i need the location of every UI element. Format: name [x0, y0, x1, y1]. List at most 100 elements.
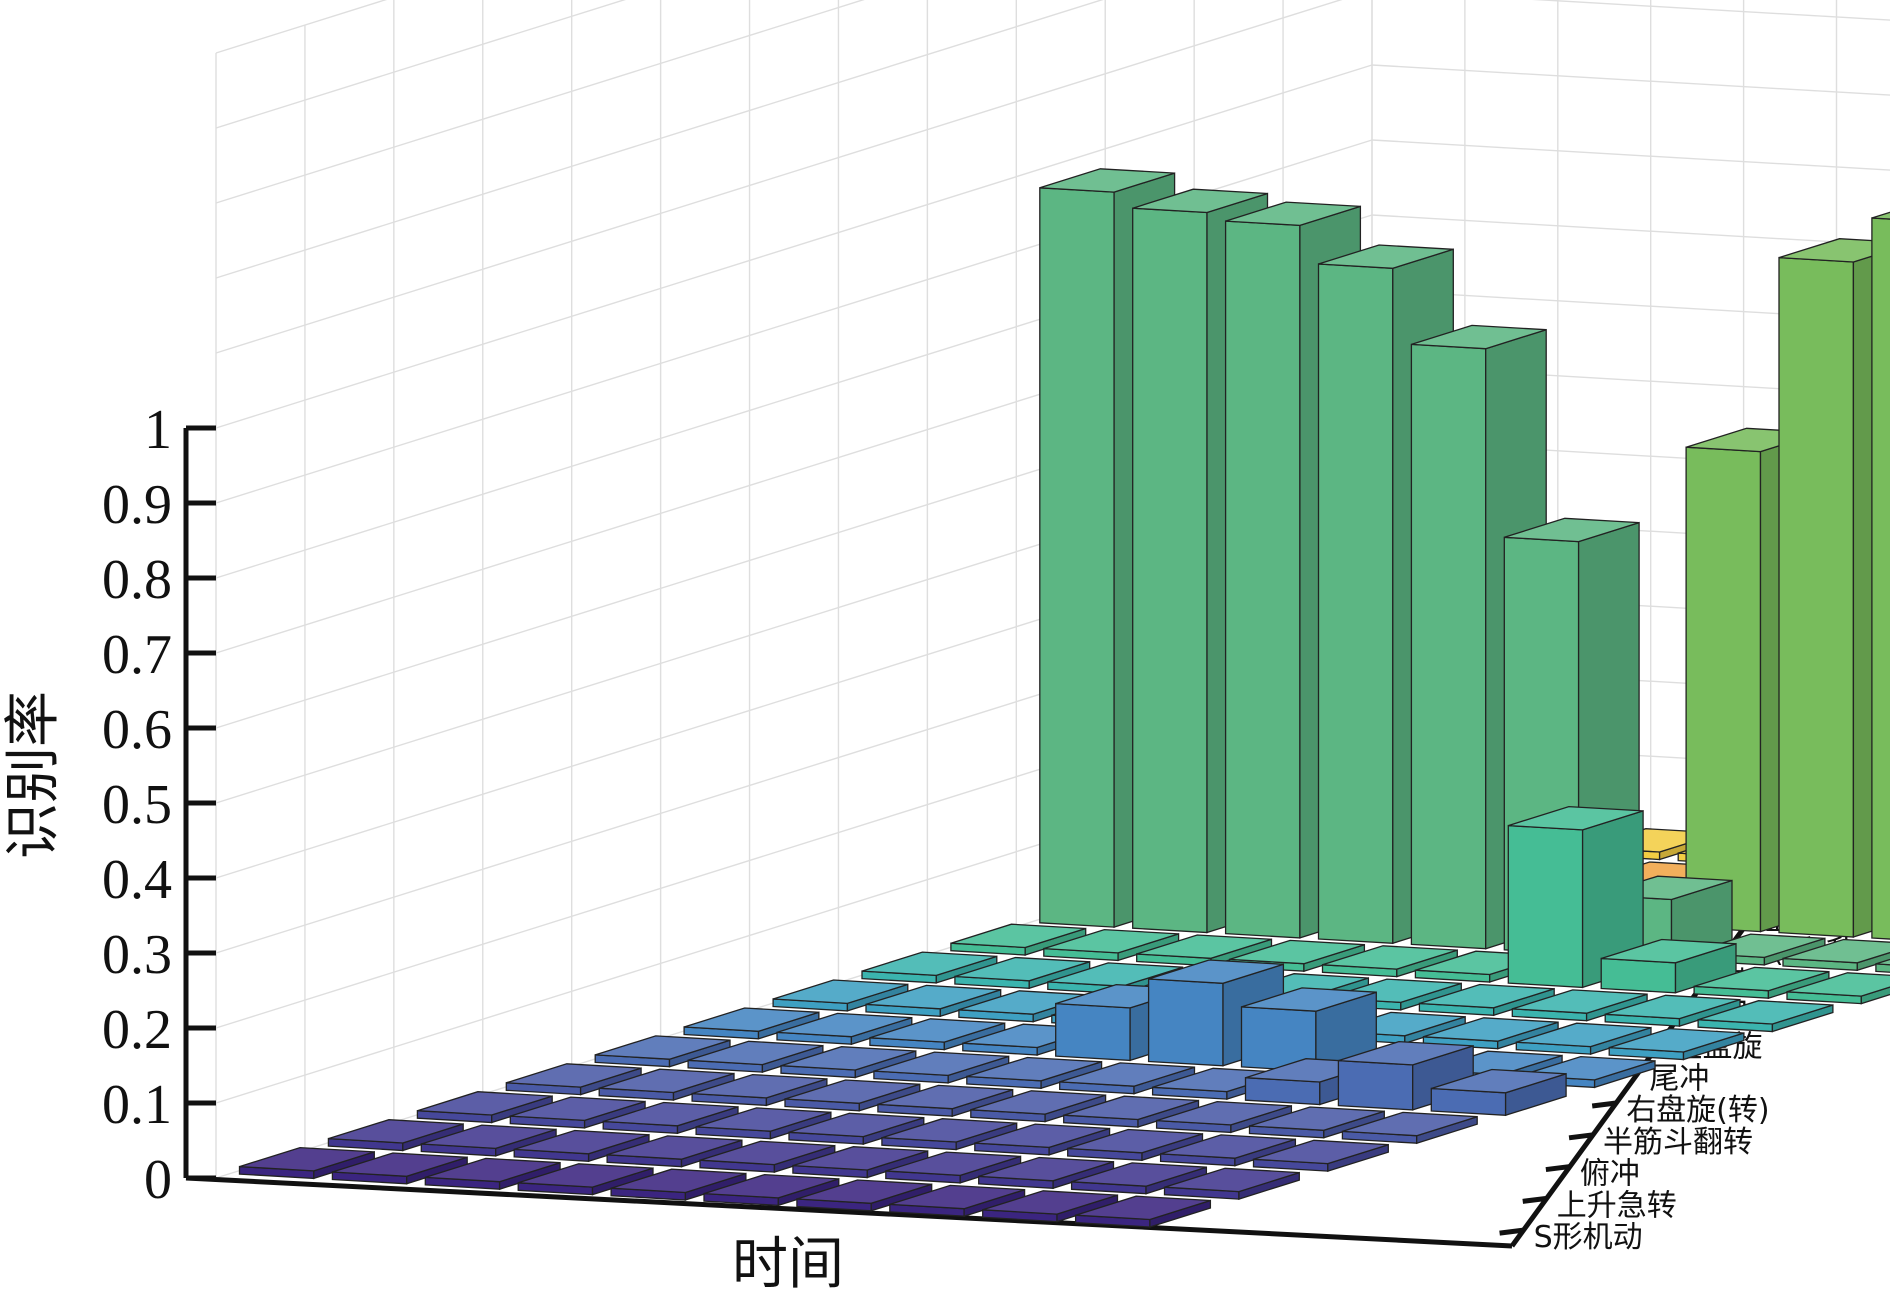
bar-top-face	[691, 1073, 828, 1099]
bar-top-face	[1609, 1027, 1745, 1053]
bar-front-face	[1685, 446, 1762, 933]
bar-front-face	[1055, 1002, 1131, 1062]
bar-top-face	[1512, 989, 1648, 1014]
bar	[780, 1046, 917, 1079]
bar-top-face	[610, 1168, 747, 1194]
bar-top-face	[1871, 211, 1890, 220]
bar	[683, 1007, 820, 1040]
bar-top-face	[796, 1179, 932, 1204]
bar-top-face	[1778, 238, 1890, 263]
z-tick-label: 0.6	[102, 699, 172, 761]
bar	[1430, 1068, 1567, 1117]
bar-top-face	[954, 956, 1090, 982]
bar-top-face	[792, 1146, 928, 1171]
bar-top-face	[784, 1079, 920, 1104]
bar	[1697, 1000, 1834, 1033]
bar-front-face	[1147, 978, 1224, 1067]
bar	[788, 1112, 925, 1145]
z-tick-label: 0.4	[102, 849, 172, 911]
bar-front-face	[1871, 217, 1890, 940]
bar	[1511, 989, 1648, 1022]
bar	[687, 1040, 824, 1073]
bar	[606, 1135, 743, 1168]
bar	[1067, 1128, 1204, 1162]
grid-line	[1531, 0, 1890, 21]
bar-top-face	[425, 1157, 561, 1183]
bar-top-face	[1075, 1195, 1211, 1221]
bar-top-face	[603, 1101, 739, 1127]
category-tick	[1522, 1195, 1548, 1204]
bar-top-face	[1693, 966, 1830, 992]
category-tick-label: S形机动	[1534, 1220, 1643, 1255]
bar-top-face	[1431, 1068, 1567, 1094]
bar-top-face	[1782, 938, 1890, 964]
bar-top-face	[1156, 1100, 1292, 1126]
bar-top-face	[687, 1040, 824, 1066]
z-tick-label: 0.7	[102, 624, 172, 686]
bar-top-face	[869, 1018, 1005, 1043]
bar	[505, 1063, 642, 1096]
bar-top-face	[1249, 1106, 1385, 1131]
bar	[950, 923, 1087, 956]
bar-top-face	[1063, 1095, 1199, 1121]
bar	[1159, 1134, 1297, 1167]
bar	[517, 1163, 654, 1196]
bar	[1147, 959, 1285, 1067]
bar-top-face	[518, 1163, 654, 1188]
bar	[1163, 1167, 1300, 1200]
bar	[1507, 805, 1644, 989]
bar	[978, 1156, 1115, 1190]
bar	[509, 1096, 646, 1129]
bar-top-face	[1039, 168, 1175, 193]
bar	[238, 1146, 375, 1180]
bar-top-face	[776, 1012, 912, 1038]
bar-front-face	[1337, 1059, 1414, 1111]
bar	[1341, 1111, 1478, 1145]
bar	[1074, 1195, 1212, 1228]
bar-front-face	[1317, 263, 1394, 944]
bar-top-face	[1225, 201, 1361, 227]
bar-top-face	[1136, 934, 1272, 959]
bar-side-face	[1856, 951, 1890, 972]
z-tick-label: 0	[144, 1149, 172, 1211]
bar-top-face	[974, 1123, 1110, 1149]
bar-top-face	[421, 1124, 557, 1150]
bar-top-face	[1338, 1040, 1474, 1066]
bar-top-face	[1605, 994, 1741, 1020]
bar-top-face	[703, 1173, 839, 1199]
bar-front-face	[1224, 220, 1301, 939]
bar-top-face	[506, 1063, 642, 1088]
bar-front-face	[1507, 824, 1584, 989]
bar-top-face	[239, 1146, 375, 1172]
bar-top-face	[510, 1096, 646, 1122]
bar-top-face	[970, 1090, 1106, 1115]
bar	[1248, 1106, 1385, 1139]
bar	[970, 1090, 1107, 1123]
grid-line	[215, 64, 1373, 429]
x-axis-line	[185, 1175, 1513, 1249]
x-axis-title: 时间	[732, 1232, 844, 1297]
bar-top-face	[889, 1184, 1025, 1210]
bar	[1515, 1022, 1652, 1055]
bar	[695, 1107, 832, 1140]
bar-top-face	[950, 923, 1086, 949]
bar	[966, 1056, 1103, 1090]
bar-top-face	[1516, 1022, 1652, 1048]
bar	[1600, 938, 1737, 994]
bar	[1151, 1067, 1289, 1100]
bar	[1604, 994, 1741, 1027]
bar	[869, 1018, 1006, 1051]
bar-top-face	[332, 1152, 468, 1177]
category-tick	[1499, 1227, 1524, 1236]
bar	[1875, 958, 1890, 973]
bar	[1136, 934, 1273, 967]
bar	[982, 1190, 1119, 1223]
bar	[1871, 211, 1890, 940]
bar	[598, 1068, 735, 1101]
z-tick-label: 0.2	[102, 999, 172, 1061]
bar-top-face	[1697, 1000, 1834, 1025]
bar-top-face	[599, 1068, 735, 1094]
bar	[1059, 1062, 1196, 1095]
bar-top-face	[1419, 983, 1555, 1009]
bar	[796, 1179, 933, 1212]
